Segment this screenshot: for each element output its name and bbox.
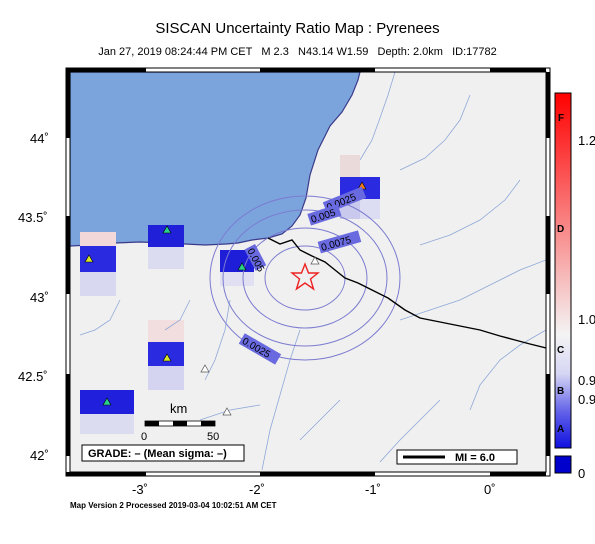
- colorbar-grade: B: [557, 386, 564, 397]
- colorbar-value: 0.9: [578, 392, 595, 407]
- colorbar-grade: F: [558, 113, 564, 124]
- mi-label: MI = 6.0: [455, 452, 495, 464]
- ocean: [70, 72, 361, 247]
- station-marker: [237, 262, 247, 271]
- lon-tick: -3˚: [132, 482, 148, 497]
- colorbar-value: 0.9: [578, 373, 595, 388]
- station-marker: [162, 225, 172, 234]
- colorbar-value: 1.0: [578, 312, 595, 327]
- map-title: SISCAN Uncertainty Ratio Map : Pyrenees: [155, 20, 440, 37]
- station-marker: [162, 353, 172, 362]
- station-marker: [200, 364, 210, 373]
- station-marker: [84, 254, 94, 263]
- map-subtitle: Jan 27, 2019 08:24:44 PM CET M 2.3 N43.1…: [98, 46, 497, 58]
- epicenter-star: [290, 262, 320, 291]
- lat-tick: 43.5˚: [18, 210, 48, 225]
- lat-tick: 42.5˚: [18, 369, 48, 384]
- stations: [84, 181, 367, 416]
- rivers: [79, 72, 546, 471]
- station-marker: [102, 397, 112, 406]
- lon-tick: -1˚: [365, 482, 381, 497]
- scale-unit: km: [170, 401, 187, 416]
- lon-ticks: -3˚ -2˚ -1˚ 0˚: [132, 482, 496, 497]
- colorbar: F D C B A 1.2 1.0 0.9 0.9 0: [554, 92, 595, 481]
- colorbar-grade: A: [557, 424, 564, 435]
- scale-end: 50: [207, 431, 219, 443]
- grade-label: GRADE: – (Mean sigma: –): [88, 448, 227, 460]
- country-border: [267, 237, 546, 349]
- station-marker: [310, 256, 320, 265]
- colorbar-value: 1.2: [578, 133, 595, 148]
- lon-tick: 0˚: [484, 482, 496, 497]
- station-marker: [222, 407, 232, 416]
- colorbar-grade: D: [557, 224, 564, 235]
- lat-tick: 43˚: [30, 290, 49, 305]
- contours: [209, 195, 401, 361]
- scale-bar: [144, 420, 216, 427]
- mi-box: [396, 449, 518, 465]
- contour-labels: 0.0025 0.005 0.0075 0.005 0.0025: [238, 186, 367, 365]
- map-frame: [65, 67, 551, 477]
- colorbar-grade: C: [557, 345, 564, 356]
- lon-tick: -2˚: [249, 482, 265, 497]
- colorbar-value: 0: [578, 466, 585, 481]
- lat-ticks: 44˚ 43.5˚ 43˚ 42.5˚ 42˚: [18, 131, 49, 463]
- scale-start: 0: [141, 431, 147, 443]
- lat-tick: 42˚: [30, 448, 49, 463]
- lat-tick: 44˚: [30, 131, 49, 146]
- map-footer: Map Version 2 Processed 2019-03-04 10:02…: [70, 501, 277, 510]
- grade-box: [81, 444, 245, 462]
